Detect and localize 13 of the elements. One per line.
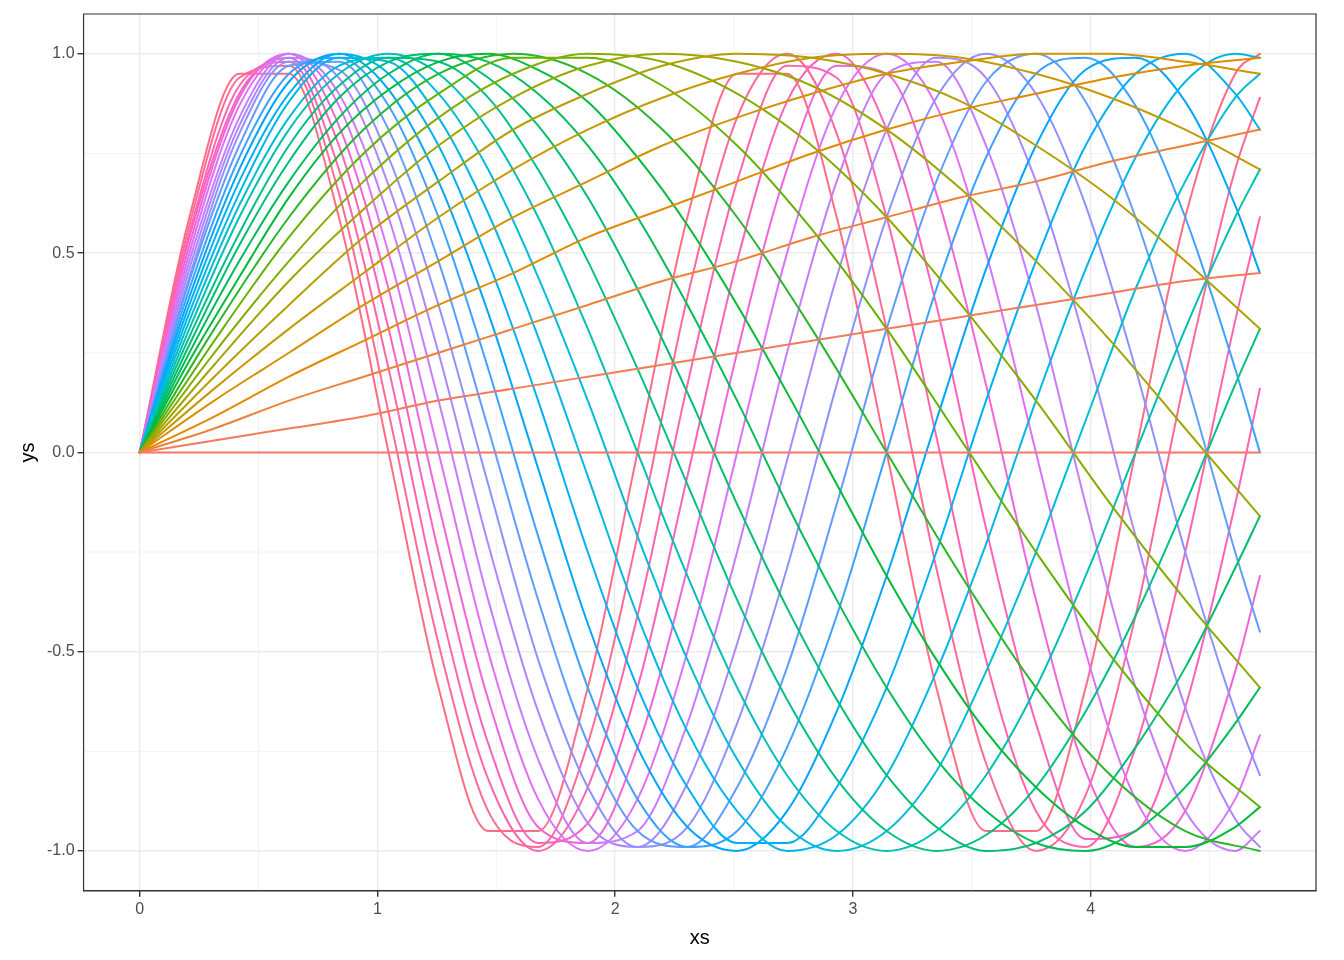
y-tick-label: 0.5 bbox=[52, 243, 75, 261]
x-axis-title: xs bbox=[689, 925, 710, 948]
line-series bbox=[138, 52, 1261, 689]
x-tick-label: 1 bbox=[372, 899, 382, 917]
x-tick-label: 2 bbox=[610, 899, 620, 917]
y-tick-label: 0.0 bbox=[52, 442, 75, 460]
x-tick-label: 0 bbox=[135, 899, 145, 917]
x-tick-label: 4 bbox=[1086, 899, 1096, 917]
y-tick-label: -1.0 bbox=[46, 841, 75, 859]
y-axis-title: ys bbox=[15, 442, 38, 463]
x-tick-label: 3 bbox=[848, 899, 858, 917]
y-tick-label: -0.5 bbox=[46, 642, 75, 660]
y-tick-label: 1.0 bbox=[52, 44, 75, 62]
